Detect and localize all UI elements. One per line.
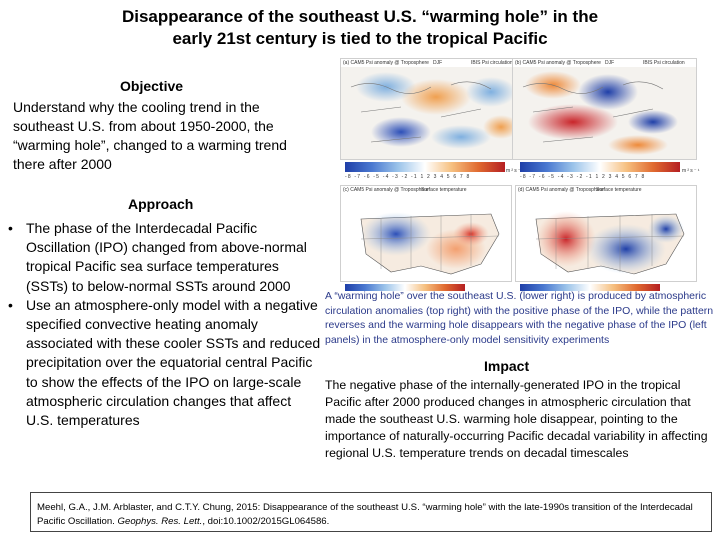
- global-circulation-map-a: [341, 67, 524, 159]
- objective-text: Understand why the cooling trend in the …: [13, 99, 287, 172]
- panel-c-label: (c) CAM5 Psi anomaly @ Troposphere: [343, 187, 429, 193]
- colorbar-bottom-left: [345, 284, 465, 291]
- panel-d-label: (d) CAM5 Psi anomaly @ Troposphere: [518, 187, 604, 193]
- citation-authors: Meehl, G.A., J.M. Arblaster, and C.T.Y. …: [37, 502, 261, 513]
- approach-heading: Approach: [128, 196, 194, 212]
- panel-b-label: (b) CAM5 Psi anomaly @ Troposphere: [515, 60, 601, 66]
- colorbar-bottom-right: [520, 284, 660, 291]
- impact-text: The negative phase of the internally-gen…: [325, 378, 708, 460]
- us-temperature-map-d: [516, 194, 696, 281]
- global-circulation-map-b: [513, 67, 696, 159]
- citation-title: Disappearance of the southeast U.S. “war…: [37, 502, 693, 527]
- map-panel-b: (b) CAM5 Psi anomaly @ Troposphere DJF I…: [512, 58, 697, 160]
- title-line-1: Disappearance of the southeast U.S. “war…: [121, 7, 599, 26]
- approach-bullet-2: • Use an atmosphere-only model with a neg…: [6, 296, 322, 430]
- title-line-2: early 21st century is tied to the tropic…: [172, 29, 548, 48]
- panel-a-mid-label: DJF: [433, 60, 443, 66]
- map-panel-a: (a) CAM5 Psi anomaly @ Troposphere DJF I…: [340, 58, 525, 160]
- citation-journal: Geophys. Res. Lett.: [117, 516, 203, 527]
- map-panel-c: (c) CAM5 Psi anomaly @ Troposphere Surfa…: [340, 185, 512, 282]
- colorbar-top-right-unit: m²s⁻¹: [682, 168, 701, 174]
- objective-heading: Objective: [120, 78, 184, 94]
- panel-b-mid-label: DJF: [605, 60, 615, 66]
- approach-bullets: • The phase of the Interdecadal Pacific O…: [6, 219, 322, 430]
- colorbar-top-left: [345, 162, 505, 172]
- map-panel-d: (d) CAM5 Psi anomaly @ Troposphere Surfa…: [515, 185, 697, 282]
- colorbar-top-right-ticks: -8 -7 -6 -5 -4 -3 -2 -1 1 2 3 4 5 6 7 8: [520, 174, 646, 180]
- panel-b-right-label: IBIS Psi circulation: [643, 60, 685, 66]
- bullet-dot-icon: •: [8, 220, 13, 236]
- panel-a-label: (a) CAM5 Psi anomaly @ Troposphere: [343, 60, 429, 66]
- panel-a-right-label: IBIS Psi circulation: [471, 60, 513, 66]
- colorbar-top-right: [520, 162, 680, 172]
- slide-title: Disappearance of the southeast U.S. “war…: [30, 6, 690, 50]
- citation-box: Meehl, G.A., J.M. Arblaster, and C.T.Y. …: [30, 492, 712, 532]
- approach-bullet-2-text: Use an atmosphere-only model with a nega…: [26, 296, 321, 429]
- us-temperature-map-c: [341, 194, 511, 281]
- panel-d-mid-label: Surface temperature: [596, 187, 642, 193]
- colorbar-top-left-ticks: -8 -7 -6 -5 -4 -3 -2 -1 1 2 3 4 5 6 7 8: [345, 174, 471, 180]
- figure-caption: A “warming hole” over the southeast U.S.…: [325, 290, 714, 346]
- colorbar-top-left-unit: m²s⁻¹: [506, 168, 525, 174]
- approach-bullet-1: • The phase of the Interdecadal Pacific O…: [6, 219, 322, 296]
- approach-bullet-1-text: The phase of the Interdecadal Pacific Os…: [26, 220, 307, 294]
- panel-c-mid-label: Surface temperature: [421, 187, 467, 193]
- bullet-dot-icon: •: [8, 296, 13, 313]
- impact-heading: Impact: [484, 358, 530, 374]
- citation-doi: , doi:10.1002/2015GL064586.: [202, 516, 330, 527]
